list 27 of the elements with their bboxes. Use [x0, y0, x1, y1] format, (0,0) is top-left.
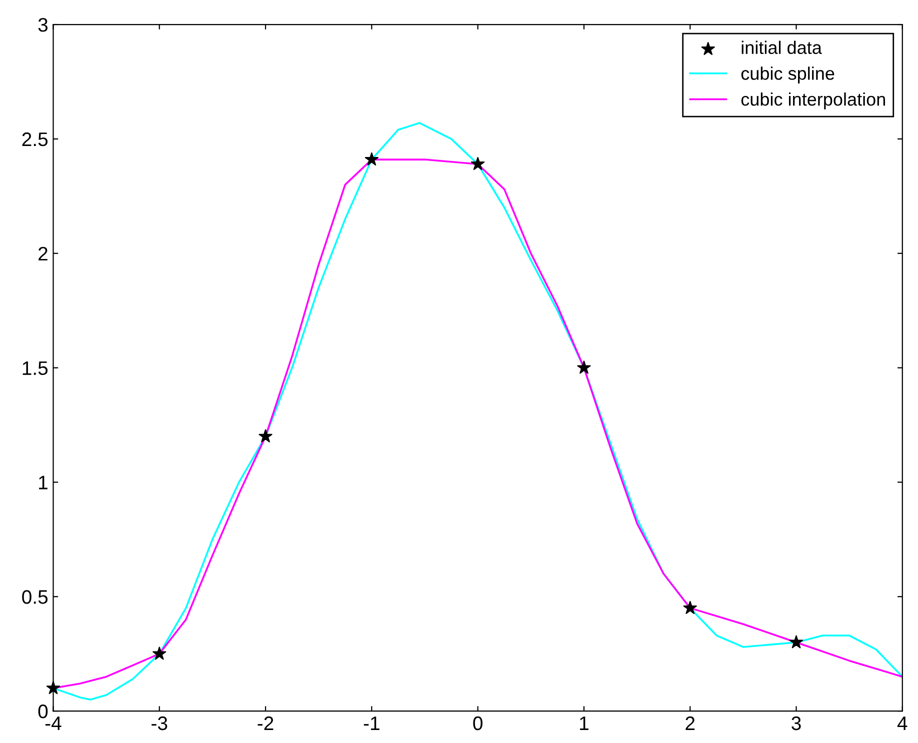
y-tick-label: 0.5 — [22, 590, 48, 604]
legend-label: initial data — [742, 40, 822, 54]
y-tick-label: 0 — [38, 704, 48, 718]
point — [46, 681, 60, 694]
x-tick-label: 0 — [473, 716, 482, 730]
y-tick-label: 3 — [38, 18, 48, 32]
point — [258, 429, 272, 442]
x-tick-label: 2 — [686, 716, 695, 730]
y-tick-label: 1.5 — [22, 361, 48, 376]
point — [152, 646, 166, 660]
x-tick-label: 3 — [792, 716, 801, 730]
y-tick-label: 2.5 — [22, 132, 48, 146]
x-tick-label: 1 — [580, 716, 588, 730]
y-tick-label: 2 — [38, 246, 48, 260]
point — [471, 156, 485, 170]
y-tick-label: 1 — [39, 476, 48, 490]
x-tick-label: -1 — [364, 716, 380, 730]
x-tick-label: 4 — [897, 716, 908, 730]
x-tick-label: -4 — [45, 716, 62, 730]
x-tick-label: -3 — [152, 716, 168, 730]
legend-label: cubic interpolation — [741, 92, 885, 110]
point — [364, 152, 378, 166]
point — [577, 360, 591, 374]
point — [789, 635, 804, 648]
point — [683, 600, 697, 614]
x-tick-label: -2 — [258, 716, 274, 730]
legend-label: cubic spline — [741, 66, 834, 84]
